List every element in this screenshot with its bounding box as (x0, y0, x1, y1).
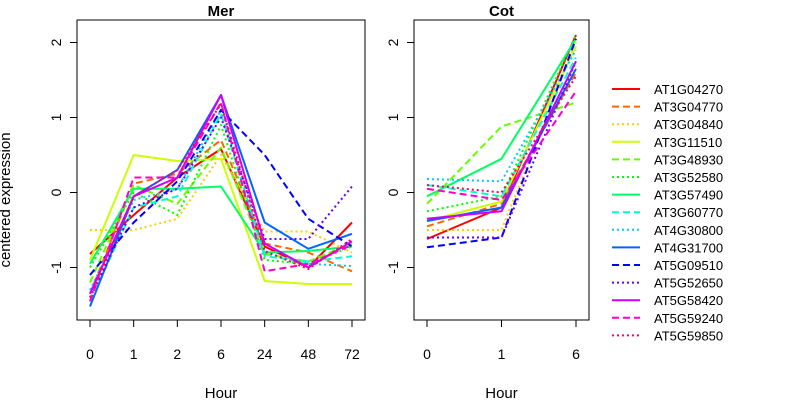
legend-label: AT4G31700 (654, 240, 723, 255)
legend-item: AT5G59240 (612, 311, 723, 326)
legend-label: AT3G04840 (654, 117, 723, 132)
legend-label: AT3G57490 (654, 188, 723, 203)
panel-mer: Mer 0 1 2 6 24 48 72 Hour -1 0 1 2 (48, 3, 366, 400)
legend-label: AT5G58420 (654, 293, 723, 308)
x-tick-label: 2 (173, 346, 181, 362)
panel-title: Mer (208, 3, 235, 20)
legend-item: AT4G30800 (612, 223, 723, 238)
legend-label: AT5G52650 (654, 276, 723, 291)
series-line-at5g58420 (426, 60, 577, 220)
legend-item: AT3G04770 (612, 100, 723, 115)
y-tick-label: 1 (48, 113, 64, 121)
series-line-at5g59850 (426, 75, 577, 194)
legend-item: AT5G59850 (612, 328, 723, 343)
y-tick-label: 0 (385, 188, 401, 196)
x-tick-label: 48 (301, 346, 317, 362)
series-line-at3g57490 (426, 38, 577, 198)
x-tick-label: 24 (257, 346, 273, 362)
legend-item: AT3G57490 (612, 188, 723, 203)
legend-label: AT1G04270 (654, 82, 723, 97)
series-line-at3g48930 (89, 146, 353, 283)
y-axis-title: centered expression (0, 132, 14, 267)
plot-frame (76, 19, 366, 321)
series-line-at3g52580 (426, 34, 577, 213)
chart-panels: Mer 0 1 2 6 24 48 72 Hour -1 0 1 2 Cot 0 1 6 Hour -1 0 1 2 (48, 3, 590, 400)
y-tick-label: -1 (385, 261, 401, 274)
legend-item: AT3G60770 (612, 205, 723, 220)
panel-cot: Cot 0 1 6 Hour -1 0 1 2 (385, 3, 590, 400)
legend-item: AT3G52580 (612, 170, 723, 185)
legend-item: AT5G09510 (612, 258, 723, 273)
series-line-at3g11510 (89, 154, 352, 285)
series-line-at3g04770 (89, 139, 353, 295)
legend: AT1G04270 AT3G04770 AT3G04840 AT3G11510 AT3G… (612, 82, 723, 343)
x-tick-label: 1 (130, 346, 138, 362)
panel-title: Cot (489, 3, 514, 20)
series-line-at5g09510 (89, 109, 353, 276)
legend-label: AT3G60770 (654, 205, 723, 220)
y-tick-label: 2 (385, 38, 401, 46)
legend-item: AT3G04840 (612, 117, 723, 132)
legend-label: AT3G04770 (654, 100, 723, 115)
x-tick-label: 0 (86, 346, 94, 362)
legend-item: AT5G52650 (612, 276, 723, 291)
x-tick-label: 6 (572, 346, 580, 362)
x-tick-label: 1 (498, 346, 506, 362)
legend-item: AT1G04270 (612, 82, 723, 97)
y-tick-label: -1 (48, 261, 64, 274)
x-axis-title: Hour (205, 385, 238, 400)
legend-item: AT3G11510 (612, 135, 722, 150)
legend-label: AT5G59240 (654, 311, 723, 326)
series-line-at5g59850 (89, 103, 353, 298)
series-line-at3g04840 (90, 154, 353, 254)
series-line-at4g31700 (89, 94, 353, 307)
series-line-at3g60770 (426, 57, 577, 198)
series-line-at5g52650 (89, 116, 353, 298)
x-tick-label: 0 (423, 346, 431, 362)
x-tick-label: 6 (217, 346, 225, 362)
legend-label: AT5G09510 (654, 258, 723, 273)
y-tick-label: 2 (48, 38, 64, 46)
legend-item: AT4G31700 (612, 240, 723, 255)
series-line-at3g11510 (426, 45, 577, 222)
legend-label: AT3G48930 (654, 152, 723, 167)
y-tick-label: 0 (48, 188, 64, 196)
y-tick-label: 1 (385, 113, 401, 121)
x-tick-label: 72 (344, 346, 360, 362)
legend-label: AT3G11510 (654, 135, 722, 150)
series-line-at5g09510 (426, 38, 577, 249)
series-line-at5g59240 (426, 90, 577, 201)
legend-label: AT5G59850 (654, 328, 723, 343)
legend-label: AT3G52580 (654, 170, 723, 185)
series-line-at4g30800 (426, 49, 577, 183)
series-line-at3g57490 (89, 185, 353, 265)
legend-item: AT5G58420 (612, 293, 723, 308)
legend-item: AT3G48930 (612, 152, 723, 167)
series-line-at3g52580 (89, 124, 353, 269)
legend-label: AT4G30800 (654, 223, 723, 238)
x-axis-title: Hour (485, 385, 518, 400)
